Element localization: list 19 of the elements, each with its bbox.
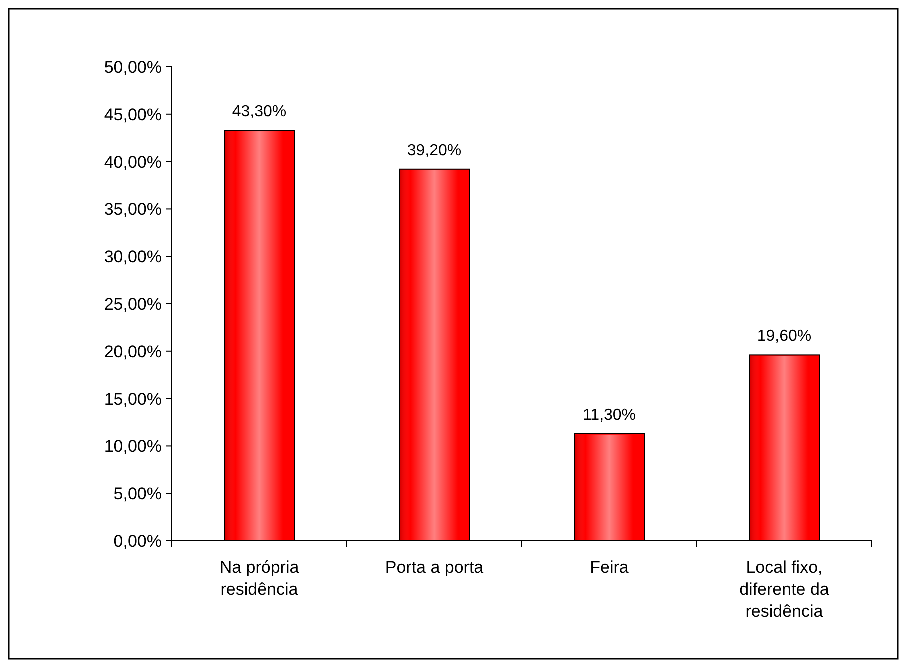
- y-tick-label: 40,00%: [104, 152, 162, 172]
- y-tick-label: 35,00%: [104, 200, 162, 220]
- y-tick-label: 30,00%: [104, 248, 162, 267]
- y-tick-label: 0,00%: [114, 532, 162, 551]
- y-tick-label: 50,00%: [104, 58, 162, 77]
- y-tick-label: 45,00%: [104, 105, 162, 124]
- x-tick-label: Feira: [590, 558, 630, 577]
- data-label: 19,60%: [757, 328, 812, 346]
- data-label: 43,30%: [232, 104, 287, 121]
- y-tick-label: 5,00%: [114, 484, 162, 504]
- x-tick-label: Porta a porta: [385, 558, 484, 577]
- x-tick-label: Na própria residência: [220, 558, 300, 599]
- y-tick-label: 10,00%: [104, 437, 162, 456]
- data-label: 39,20%: [407, 142, 462, 160]
- data-label: 11,30%: [582, 406, 636, 424]
- y-tick-label: 15,00%: [104, 390, 162, 409]
- y-tick-label: 20,00%: [104, 342, 162, 362]
- x-tick-label: Local fixo, diferente da residência: [740, 558, 830, 621]
- y-tick-label: 25,00%: [104, 294, 162, 314]
